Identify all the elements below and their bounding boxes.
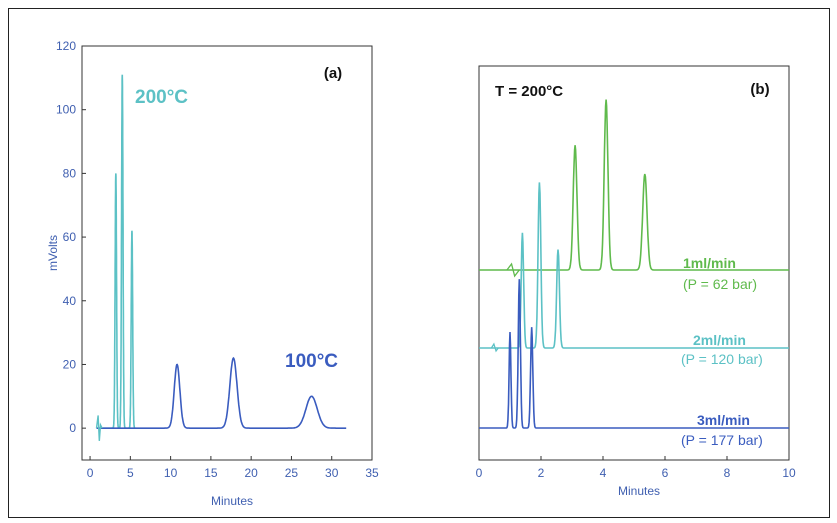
panel-a-x-ticks: 0 5 10 15 20 25 30 35 [87,456,379,480]
panel-a-traces [95,74,347,441]
panel-a-y-axis-title: mVolts [46,235,60,271]
trace-2ml-per-min [479,182,789,349]
x-tick-label: 6 [662,466,669,480]
panel-a-plot-box [81,45,373,461]
x-tick-label: 10 [782,466,796,480]
panel-b-x-axis-title: Minutes [618,484,660,498]
trace-1ml-per-min [479,99,789,271]
y-tick-label: 100 [56,103,76,117]
trace-100c [96,356,347,430]
y-tick-label: 60 [63,230,77,244]
flow-label-3ml: 3ml/min [697,412,750,428]
x-tick-label: 30 [325,466,339,480]
y-tick-label: 120 [56,39,76,53]
trace-3ml-per-min [479,279,789,429]
series-label-100c: 100°C [285,351,338,372]
x-tick-label: 2 [538,466,545,480]
panel-b: 0 2 4 6 8 10 (b) T = 200°C Minutes 1ml/min (P… [476,65,796,498]
series-label-200c: 200°C [135,87,188,108]
panel-a-x-axis-title: Minutes [211,494,253,508]
panel-b-plot-box [478,65,790,461]
panel-a-label: (a) [324,65,342,82]
temperature-annotation: T = 200°C [495,83,563,100]
x-tick-label: 35 [365,466,379,480]
x-tick-label: 4 [600,466,607,480]
pressure-label-62bar: (P = 62 bar) [683,276,757,292]
flow-label-1ml: 1ml/min [683,255,736,271]
pressure-label-120bar: (P = 120 bar) [681,351,763,367]
x-tick-label: 8 [724,466,731,480]
panel-a: 0 5 10 15 20 25 30 35 0 20 40 60 80 100 120 (a) Minut… [46,39,379,508]
x-tick-label: 10 [164,466,178,480]
x-tick-label: 20 [244,466,258,480]
trace-200c [96,74,136,430]
x-tick-label: 0 [87,466,94,480]
injection-artifact [490,342,499,353]
y-tick-label: 20 [63,357,77,371]
x-tick-label: 5 [127,466,134,480]
panel-b-x-ticks: 0 2 4 6 8 10 [476,456,796,480]
flow-label-2ml: 2ml/min [693,332,746,348]
figure-frame [8,8,830,518]
panel-b-traces [479,99,789,429]
y-tick-label: 80 [63,166,77,180]
panel-a-y-ticks: 0 20 40 60 80 100 120 [56,39,86,435]
injection-artifact [506,262,520,278]
pressure-label-177bar: (P = 177 bar) [681,432,763,448]
x-tick-label: 15 [204,466,218,480]
x-tick-label: 25 [285,466,299,480]
panel-b-label: (b) [750,81,769,98]
y-tick-label: 40 [63,294,77,308]
injection-artifact [95,415,103,441]
y-tick-label: 0 [69,421,76,435]
x-tick-label: 0 [476,466,483,480]
